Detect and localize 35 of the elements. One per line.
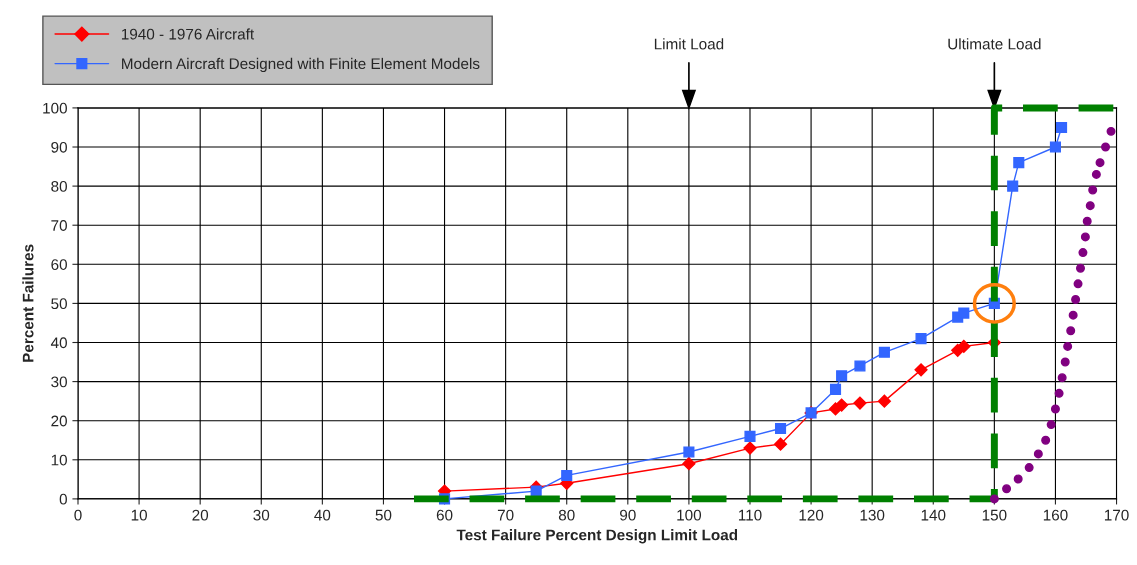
x-tick-label: 70 <box>497 509 514 521</box>
x-tick-label: 60 <box>436 509 453 521</box>
x-tick-label: 0 <box>74 509 82 521</box>
x-tick-label: 120 <box>799 509 824 521</box>
y-tick-label: 10 <box>51 454 67 466</box>
x-tick-label: 150 <box>982 509 1007 521</box>
y-tick-label: 0 <box>59 493 67 505</box>
x-tick-label: 30 <box>253 509 270 521</box>
x-tick-label: 110 <box>738 509 762 521</box>
y-tick-label: 60 <box>51 259 67 270</box>
y-tick-label: 90 <box>51 141 67 153</box>
x-tick-label: 80 <box>558 509 575 521</box>
annotation: Ultimate Load <box>948 38 1041 50</box>
y-tick-label: 50 <box>51 298 67 310</box>
x-tick-label: 100 <box>677 509 702 521</box>
x-tick-label: 20 <box>192 509 209 521</box>
x-tick-label: 50 <box>375 509 392 521</box>
x-tick-label: 170 <box>1104 509 1129 521</box>
x-axis-title: Test Failure Percent Design Limit Load <box>456 529 738 544</box>
x-tick-label: 40 <box>314 509 331 521</box>
x-tick-label: 10 <box>131 509 147 521</box>
x-tick-label: 160 <box>1043 509 1068 521</box>
x-tick-label: 140 <box>921 509 946 521</box>
annotation: Limit Load <box>654 38 724 50</box>
legend-label: 1940 - 1976 Aircraft <box>121 28 255 40</box>
y-tick-label: 100 <box>43 102 67 114</box>
x-tick-label: 130 <box>860 509 885 521</box>
y-tick-label: 40 <box>50 337 67 349</box>
y-axis-title: Percent Failures <box>22 244 34 362</box>
y-tick-label: 80 <box>51 180 67 192</box>
y-tick-label: 70 <box>51 220 67 231</box>
y-tick-label: 30 <box>51 376 67 388</box>
y-tick-label: 20 <box>51 415 67 427</box>
x-tick-label: 90 <box>620 509 636 521</box>
legend-label: Modern Aircraft Designed with Finite Element Models <box>122 57 480 73</box>
